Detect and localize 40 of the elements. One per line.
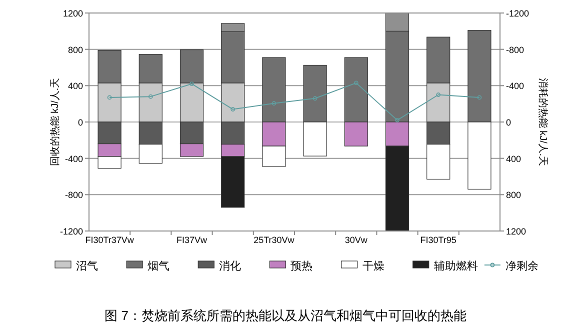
point [354, 80, 358, 86]
point [107, 95, 112, 100]
legend-label: 预热 [290, 260, 313, 272]
y2-tick-label: 1200 [506, 226, 526, 236]
point [312, 96, 318, 101]
point [436, 92, 441, 97]
y-axis-title: 回收的热能 kJ/人.天 [49, 78, 61, 166]
y2-tick-label: -800 [506, 44, 524, 55]
y2-tick-label: -400 [506, 81, 524, 92]
line-series [107, 80, 482, 122]
x-tick-label: FI37Vw [176, 235, 208, 245]
y2-axis-title: 消耗的热能 kJ/人.天 [537, 78, 549, 166]
legend-label: 沼气 [76, 260, 98, 272]
y-tick-label: 1200 [62, 8, 83, 18]
point [477, 95, 482, 100]
y2-tick-label: 800 [506, 190, 522, 200]
x-tick-label: FI30Tr37Vw [85, 235, 134, 245]
point [272, 101, 276, 106]
point [395, 118, 400, 122]
legend-label: 净剩余 [505, 260, 538, 272]
text: 图 7：焚烧前系统所需的热能以及从沼气和烟气中可回收的热能 [104, 308, 466, 323]
y2-tick-label: 400 [506, 154, 522, 164]
x-tick-label: FI30Tr95 [420, 235, 456, 245]
y-tick-label: -800 [64, 190, 83, 200]
legend-label: 辅助燃料 [434, 260, 478, 272]
y2-tick-label: 0 [506, 118, 512, 128]
point [230, 107, 236, 112]
point [148, 94, 153, 99]
x-tick-label: 30Vw [344, 235, 368, 245]
y-tick-label: 800 [68, 44, 83, 55]
y-tick-label: 400 [68, 81, 83, 92]
y-tick-label: -1200 [60, 226, 83, 236]
legend-label: 烟气 [148, 260, 170, 272]
point [190, 82, 194, 86]
y-tick-label: -400 [64, 154, 83, 164]
x-tick-label: 25Tr30Vw [254, 235, 295, 245]
y2-tick-label: -1200 [506, 8, 530, 18]
legend-label: 干燥 [362, 260, 384, 272]
y-tick-label: 0 [78, 118, 83, 128]
legend-label: 消化 [219, 260, 242, 272]
